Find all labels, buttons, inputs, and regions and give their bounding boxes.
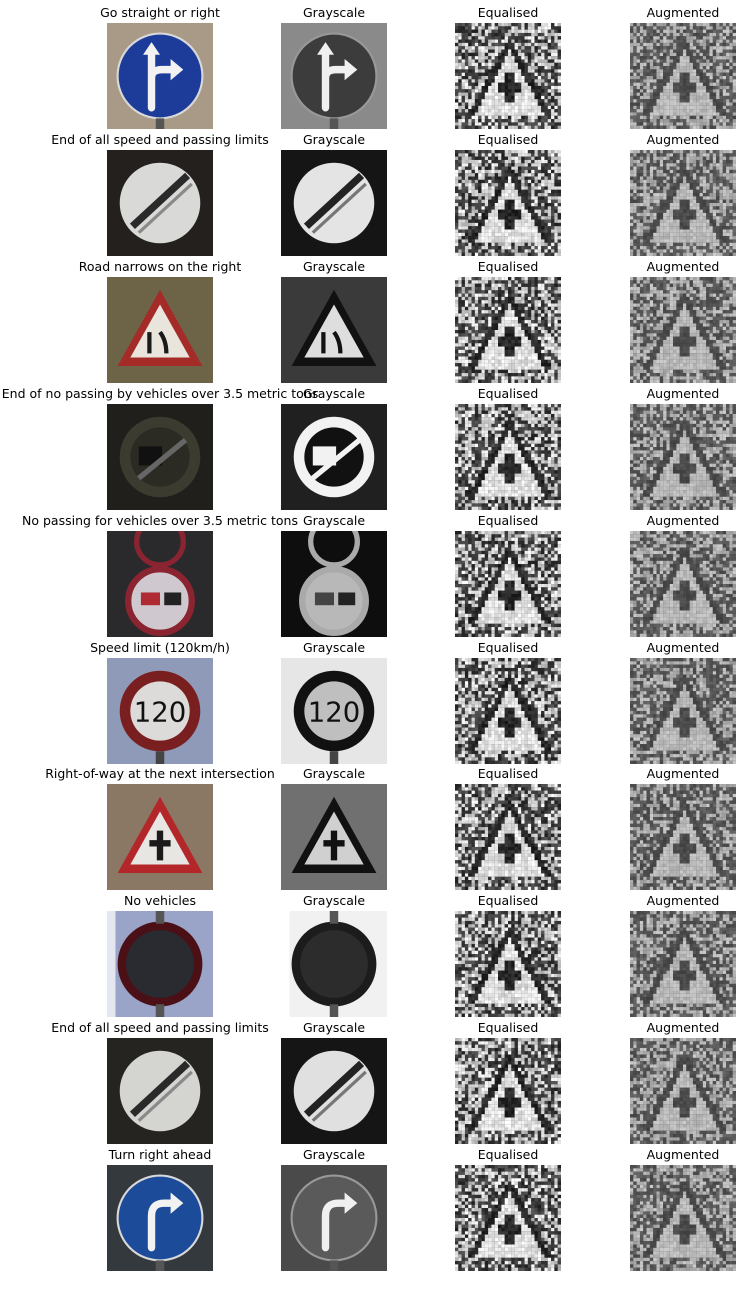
grayscale-sign-image [281, 784, 387, 890]
original-sign-image [107, 784, 213, 890]
grayscale-column-title: Grayscale [303, 640, 365, 655]
grayscale-column-title: Grayscale [303, 1147, 365, 1162]
augmented-column-title: Augmented [647, 132, 720, 147]
equalised-column-title: Equalised [478, 1020, 539, 1035]
equalised-column-title: Equalised [478, 386, 539, 401]
grayscale-sign-image [281, 277, 387, 383]
augmented-sign-image [630, 404, 736, 510]
augmented-sign-image [630, 23, 736, 129]
equalised-sign-image [455, 277, 561, 383]
grayscale-sign-image [281, 1165, 387, 1271]
augmented-sign-image [630, 658, 736, 764]
sign-class-title: Speed limit (120km/h) [90, 640, 230, 655]
grayscale-sign-image [281, 150, 387, 256]
augmented-column-title: Augmented [647, 640, 720, 655]
sign-class-title: Road narrows on the right [79, 259, 241, 274]
equalised-sign-image [455, 784, 561, 890]
augmented-column-title: Augmented [647, 1020, 720, 1035]
original-sign-image: 120 [107, 658, 213, 764]
augmented-column-title: Augmented [647, 513, 720, 528]
original-sign-image [107, 277, 213, 383]
equalised-column-title: Equalised [478, 1147, 539, 1162]
sign-class-title: End of all speed and passing limits [51, 132, 269, 147]
equalised-column-title: Equalised [478, 259, 539, 274]
sign-class-title: End of all speed and passing limits [51, 1020, 269, 1035]
grayscale-column-title: Grayscale [303, 386, 365, 401]
sign-class-title: No vehicles [124, 893, 196, 908]
original-sign-image [107, 531, 213, 637]
equalised-column-title: Equalised [478, 132, 539, 147]
equalised-sign-image [455, 404, 561, 510]
grayscale-column-title: Grayscale [303, 5, 365, 20]
augmented-sign-image [630, 531, 736, 637]
equalised-sign-image [455, 150, 561, 256]
equalised-sign-image [455, 658, 561, 764]
augmented-sign-image [630, 1165, 736, 1271]
augmented-column-title: Augmented [647, 1147, 720, 1162]
augmented-column-title: Augmented [647, 386, 720, 401]
grayscale-column-title: Grayscale [303, 513, 365, 528]
augmented-column-title: Augmented [647, 259, 720, 274]
equalised-sign-image [455, 1165, 561, 1271]
equalised-column-title: Equalised [478, 766, 539, 781]
grayscale-column-title: Grayscale [303, 893, 365, 908]
equalised-sign-image [455, 911, 561, 1017]
grayscale-sign-image: 120 [281, 658, 387, 764]
augmented-sign-image [630, 784, 736, 890]
original-sign-image [107, 1165, 213, 1271]
equalised-sign-image [455, 531, 561, 637]
sign-class-title: Right-of-way at the next intersection [45, 766, 275, 781]
equalised-column-title: Equalised [478, 640, 539, 655]
sign-class-title: No passing for vehicles over 3.5 metric … [22, 513, 298, 528]
grayscale-sign-image [281, 23, 387, 129]
grayscale-column-title: Grayscale [303, 1020, 365, 1035]
augmented-sign-image [630, 150, 736, 256]
grayscale-column-title: Grayscale [303, 132, 365, 147]
equalised-column-title: Equalised [478, 513, 539, 528]
original-sign-image [107, 911, 213, 1017]
grayscale-sign-image [281, 404, 387, 510]
sign-class-title: End of no passing by vehicles over 3.5 m… [2, 386, 318, 401]
original-sign-image [107, 150, 213, 256]
augmented-column-title: Augmented [647, 893, 720, 908]
augmented-sign-image [630, 1038, 736, 1144]
sign-class-title: Turn right ahead [109, 1147, 212, 1162]
augmented-column-title: Augmented [647, 766, 720, 781]
grayscale-sign-image [281, 531, 387, 637]
equalised-sign-image [455, 23, 561, 129]
grayscale-sign-image [281, 911, 387, 1017]
original-sign-image [107, 404, 213, 510]
equalised-column-title: Equalised [478, 893, 539, 908]
equalised-sign-image [455, 1038, 561, 1144]
augmented-sign-image [630, 277, 736, 383]
augmented-column-title: Augmented [647, 5, 720, 20]
equalised-column-title: Equalised [478, 5, 539, 20]
original-sign-image [107, 1038, 213, 1144]
grayscale-sign-image [281, 1038, 387, 1144]
augmented-sign-image [630, 911, 736, 1017]
grayscale-column-title: Grayscale [303, 766, 365, 781]
sign-class-title: Go straight or right [100, 5, 220, 20]
original-sign-image [107, 23, 213, 129]
grayscale-column-title: Grayscale [303, 259, 365, 274]
